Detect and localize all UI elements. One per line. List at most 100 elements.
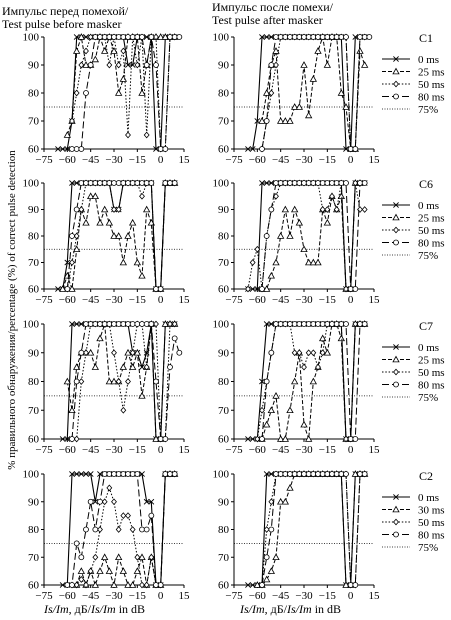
data-point	[91, 363, 100, 370]
left-column-title-en: Test pulse before masker	[2, 17, 122, 31]
y-tick-label: 90	[28, 347, 40, 359]
data-point	[114, 89, 123, 96]
data-point	[64, 436, 71, 442]
data-point	[59, 582, 66, 588]
data-point	[138, 392, 146, 399]
legend-entry-label: 50 ms	[418, 225, 445, 237]
data-point	[124, 232, 132, 239]
data-point	[296, 34, 303, 40]
data-point	[129, 349, 136, 357]
x-tick-label: −75	[35, 590, 53, 602]
data-point	[333, 206, 340, 213]
data-point	[73, 471, 80, 477]
data-point	[106, 61, 113, 69]
data-point	[78, 206, 85, 213]
data-point	[329, 34, 335, 40]
data-point	[143, 131, 150, 139]
x-tick-label: −60	[59, 590, 77, 602]
data-point	[333, 471, 340, 477]
data-point	[315, 180, 321, 186]
data-point	[357, 34, 363, 40]
data-point	[125, 62, 131, 68]
data-point	[115, 378, 122, 385]
y-tick-label: 80	[218, 376, 230, 388]
data-point	[59, 146, 66, 152]
y-tick-label: 80	[218, 231, 230, 243]
data-point	[72, 363, 81, 370]
x-tick-label: 15	[179, 294, 191, 306]
data-point	[301, 34, 307, 40]
data-point	[343, 435, 349, 443]
legend-entry-label: 25 ms	[418, 67, 445, 79]
data-point	[315, 471, 321, 477]
y-tick-label: 70	[28, 405, 40, 417]
data-point	[78, 146, 85, 152]
data-point	[139, 34, 145, 40]
data-point	[301, 363, 307, 371]
data-point	[120, 47, 127, 55]
panel-c7-after: 60 70 80 90 100 −75 −60 −45 −30 −15 0 15	[213, 319, 381, 457]
legend-marker	[392, 505, 400, 513]
data-point	[319, 206, 326, 213]
data-point	[96, 218, 104, 226]
legend-subject-label: C1	[419, 31, 433, 45]
y-tick-label: 80	[28, 524, 40, 536]
data-point	[68, 285, 76, 292]
data-point	[143, 180, 150, 186]
data-point	[101, 34, 108, 40]
data-point	[125, 512, 131, 520]
series-line	[71, 36, 175, 150]
panel-c7-before: 60 70 80 90 100 −75 −60 −45 −30 −15 0 15	[23, 319, 191, 457]
data-point	[352, 146, 359, 152]
data-point	[125, 131, 131, 139]
data-point	[245, 285, 251, 293]
data-point	[167, 471, 173, 477]
data-point	[73, 540, 80, 547]
data-point	[97, 498, 103, 505]
x-tick-label: −60	[249, 294, 267, 306]
data-point	[268, 321, 275, 327]
data-point	[305, 34, 312, 40]
data-point	[129, 471, 136, 477]
data-point	[249, 436, 256, 442]
y-tick-label: 60	[28, 434, 40, 446]
data-point	[133, 348, 142, 356]
data-point	[78, 349, 85, 356]
data-point	[263, 118, 270, 124]
data-point	[347, 146, 354, 152]
data-point	[267, 406, 276, 414]
data-point	[259, 286, 265, 292]
data-point	[286, 484, 294, 491]
data-point	[296, 349, 303, 357]
y-tick-label: 60	[28, 284, 40, 296]
data-point	[273, 34, 279, 40]
data-point	[97, 471, 103, 477]
x-axis-label-suffix: Is/Im	[91, 602, 116, 616]
data-point	[69, 180, 75, 186]
data-point	[263, 233, 270, 239]
x-tick-label: −45	[272, 444, 290, 456]
x-tick-label: −75	[225, 590, 243, 602]
data-point	[153, 33, 159, 41]
data-point	[291, 321, 298, 327]
data-point	[100, 553, 109, 561]
data-point	[291, 180, 298, 186]
data-point	[324, 206, 331, 213]
legend-entry-label: 30 ms	[418, 505, 445, 517]
data-point	[295, 103, 304, 110]
data-point	[120, 321, 127, 327]
data-point	[347, 436, 354, 442]
data-point	[92, 34, 99, 40]
data-point	[111, 180, 117, 186]
data-point	[273, 61, 279, 69]
data-point	[73, 180, 80, 186]
data-point	[59, 436, 66, 442]
x-tick-label: −30	[105, 154, 123, 166]
data-point	[153, 146, 159, 152]
data-point	[83, 321, 89, 327]
y-tick-label: 100	[23, 178, 40, 190]
x-tick-label: −75	[225, 154, 243, 166]
data-point	[267, 271, 276, 279]
data-point	[343, 471, 349, 477]
data-point	[245, 582, 251, 588]
